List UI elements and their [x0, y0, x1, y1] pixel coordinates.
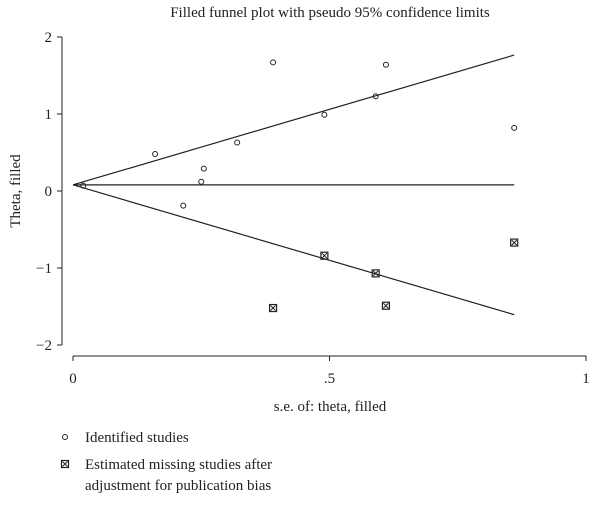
axes: −2 −1 0 1 2 0 .5 1	[36, 30, 590, 387]
missing-study-cross	[270, 305, 276, 311]
y-tick-label: 1	[45, 107, 53, 123]
missing-study-point	[381, 301, 391, 310]
missing-study-cross	[372, 270, 379, 277]
identified-study-point	[80, 182, 87, 189]
x-axis-label: s.e. of: theta, filled	[274, 399, 387, 415]
chart-title: Filled funnel plot with pseudo 95% confi…	[170, 5, 490, 21]
missing-study-point	[320, 251, 329, 260]
missing-study-point	[510, 238, 519, 247]
identified-study-point	[382, 61, 389, 68]
y-tick-label: 0	[45, 184, 53, 200]
missing-study-box	[371, 269, 380, 278]
identified-study-point	[321, 111, 328, 118]
funnel-lines	[72, 54, 515, 316]
lower-confidence-limit-line	[72, 184, 515, 316]
funnel-plot: Filled funnel plot with pseudo 95% confi…	[8, 5, 590, 415]
identified-study-point	[511, 124, 518, 131]
y-tick-label: 2	[45, 30, 53, 46]
hollow-circle-marker-icon	[62, 434, 68, 440]
x-tick-label: 1	[582, 371, 590, 387]
legend-label-missing-line1: Estimated missing studies after	[85, 457, 273, 473]
y-tick-label: −1	[36, 261, 52, 277]
missing-study-box	[381, 301, 391, 310]
legend-label-missing-line2: adjustment for publication bias	[85, 478, 272, 494]
missing-study-point	[268, 303, 278, 313]
identified-study-point	[234, 139, 241, 146]
boxed-x-marker-icon	[60, 459, 70, 469]
legend-item-identified: Identified studies	[60, 428, 272, 449]
identified-study-point	[270, 59, 277, 66]
legend-label-identified: Identified studies	[85, 430, 189, 446]
missing-study-point	[371, 269, 380, 278]
y-tick-label: −2	[36, 338, 52, 354]
missing-study-cross	[321, 252, 328, 259]
missing-study-cross	[511, 239, 518, 246]
identified-study-point	[152, 151, 159, 158]
missing-study-cross	[383, 302, 389, 309]
identified-study-point	[198, 178, 205, 185]
legend-item-missing: Estimated missing studies after adjustme…	[60, 455, 272, 497]
identified-study-point	[372, 93, 379, 100]
identified-study-point	[180, 202, 187, 209]
legend: Identified studies Estimated missing stu…	[60, 428, 272, 497]
data-points	[80, 59, 519, 313]
missing-study-box	[510, 238, 519, 247]
identified-study-point	[200, 165, 207, 172]
upper-confidence-limit-line	[72, 54, 515, 186]
missing-study-box	[268, 303, 278, 313]
y-axis-label: Theta, filled	[8, 154, 24, 228]
x-tick-label: 0	[69, 371, 77, 387]
missing-study-box	[320, 251, 329, 260]
x-tick-label: .5	[324, 371, 335, 387]
